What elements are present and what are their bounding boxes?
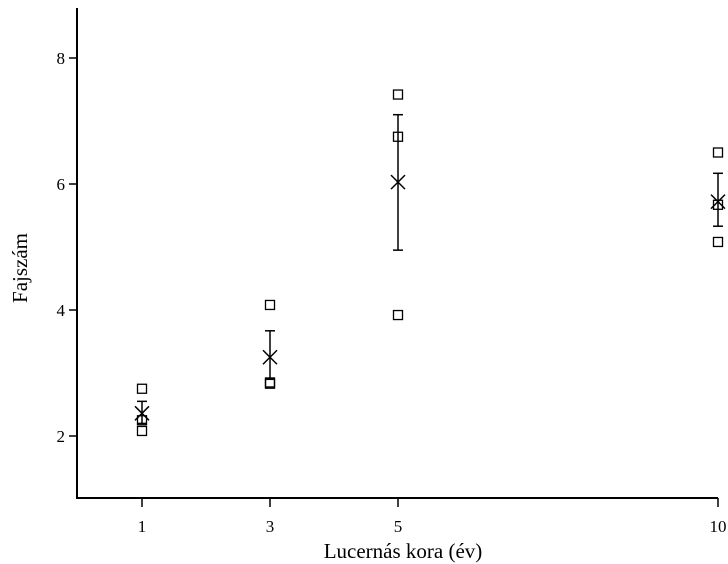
y-tick-label: 2 (57, 427, 66, 446)
data-point-square (712, 147, 724, 158)
x-tick-label: 1 (138, 517, 147, 536)
x-tick-label: 10 (710, 517, 727, 536)
data-point-square (392, 309, 404, 321)
data-point-square (136, 383, 148, 394)
mean-marker-x (134, 405, 150, 421)
data-point-square (264, 299, 276, 311)
data-point-square (136, 425, 148, 437)
mean-marker-x (262, 349, 278, 365)
data-point-square (712, 236, 724, 248)
data-point-square (392, 89, 404, 100)
data-marks (134, 89, 726, 437)
y-tick-label: 8 (57, 49, 66, 68)
x-tick-label: 5 (394, 517, 403, 536)
x-ticks: 1 3 5 10 (138, 498, 727, 536)
mean-marker-x (390, 174, 406, 190)
y-tick-label: 4 (57, 301, 66, 320)
y-tick-label: 6 (57, 175, 66, 194)
mean-marker-x (710, 194, 726, 210)
x-axis-title: Lucernás kora (év) (324, 539, 483, 563)
y-ticks: 2 4 6 8 (57, 49, 77, 446)
y-axis-title: Fajszám (8, 233, 32, 303)
x-tick-label: 3 (266, 517, 275, 536)
axes (76, 8, 718, 499)
